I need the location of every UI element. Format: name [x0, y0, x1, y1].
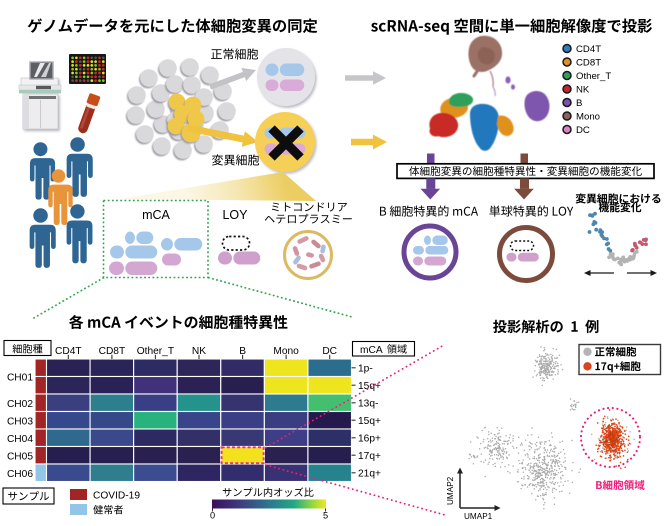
- svg-text:Other_T: Other_T: [576, 71, 611, 82]
- svg-text:CD8T: CD8T: [99, 346, 126, 357]
- svg-text:CD4T: CD4T: [576, 44, 601, 55]
- svg-text:COVID-19: COVID-19: [93, 491, 140, 502]
- svg-text:Mono: Mono: [576, 111, 600, 122]
- svg-text:17q+: 17q+: [358, 451, 381, 462]
- svg-text:0: 0: [210, 511, 215, 521]
- svg-text:NK: NK: [576, 84, 590, 95]
- svg-text:1p-: 1p-: [358, 363, 373, 374]
- svg-text:15q+: 15q+: [358, 381, 381, 392]
- svg-text:15q+: 15q+: [358, 416, 381, 427]
- svg-text:CH04: CH04: [7, 434, 33, 445]
- svg-text:CH05: CH05: [7, 451, 33, 462]
- svg-text:Mono: Mono: [273, 346, 299, 357]
- svg-text:16p+: 16p+: [358, 433, 381, 444]
- svg-text:mCA: mCA: [142, 208, 170, 222]
- svg-text:CD4T: CD4T: [55, 346, 82, 357]
- svg-text:B: B: [576, 98, 582, 109]
- svg-text:UMAP2: UMAP2: [446, 476, 455, 505]
- svg-text:NK: NK: [192, 346, 206, 357]
- svg-text:CH01: CH01: [7, 373, 33, 384]
- svg-text:5: 5: [323, 511, 328, 521]
- svg-text:B: B: [239, 346, 246, 357]
- svg-text:CH03: CH03: [7, 416, 33, 427]
- svg-text:LOY: LOY: [222, 208, 248, 222]
- svg-text:mCA: mCA: [360, 345, 383, 356]
- svg-text:DC: DC: [322, 346, 337, 357]
- svg-text:13q-: 13q-: [358, 398, 378, 409]
- svg-text:CH02: CH02: [7, 399, 33, 410]
- svg-text:UMAP1: UMAP1: [464, 512, 493, 521]
- svg-text:21q+: 21q+: [358, 468, 381, 479]
- svg-text:CD8T: CD8T: [576, 57, 601, 68]
- svg-text:Other_T: Other_T: [137, 346, 174, 357]
- svg-text:CH06: CH06: [7, 469, 33, 480]
- svg-text:DC: DC: [576, 125, 590, 136]
